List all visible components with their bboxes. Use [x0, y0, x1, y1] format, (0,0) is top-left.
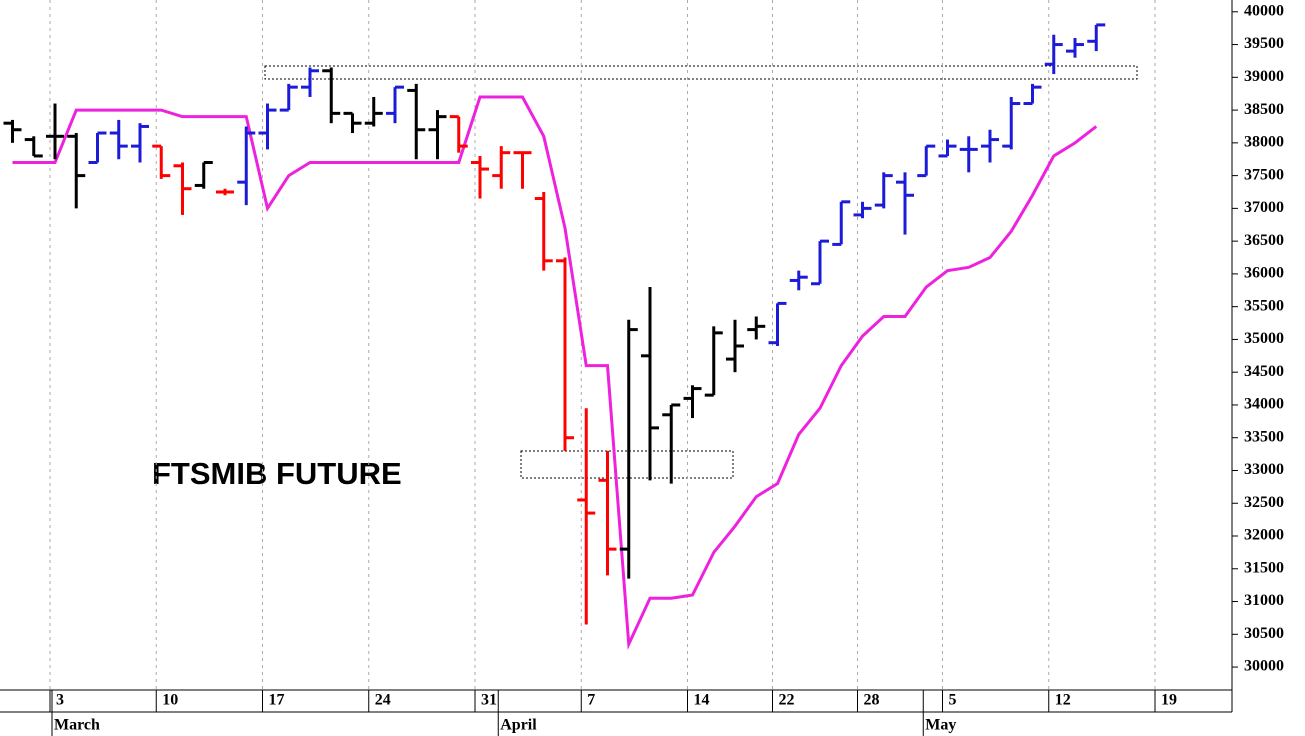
x-tick-label: 3 — [56, 692, 64, 709]
y-tick-label: 34500 — [1244, 363, 1284, 380]
y-tick-label: 30500 — [1244, 625, 1284, 642]
x-tick-label: 31 — [481, 692, 497, 709]
month-label: April — [500, 717, 537, 734]
x-tick-label: 7 — [587, 692, 595, 709]
y-tick-label: 33000 — [1244, 461, 1284, 478]
support-zone — [520, 450, 734, 479]
y-tick-label: 39000 — [1244, 68, 1284, 85]
y-tick-label: 36500 — [1244, 232, 1284, 249]
y-tick-label: 32500 — [1244, 494, 1284, 511]
y-tick-label: 38000 — [1244, 134, 1284, 151]
month-label: March — [54, 717, 100, 734]
resistance-zone — [264, 65, 1138, 80]
y-tick-label: 35000 — [1244, 330, 1284, 347]
x-tick-label: 19 — [1161, 692, 1177, 709]
x-tick-label: 14 — [694, 692, 710, 709]
y-tick-label: 34000 — [1244, 396, 1284, 413]
y-tick-label: 37000 — [1244, 199, 1284, 216]
y-tick-label: 36000 — [1244, 265, 1284, 282]
y-tick-label: 38500 — [1244, 101, 1284, 118]
y-tick-label: 31500 — [1244, 559, 1284, 576]
chart-annotation: FTSMIB FUTURE — [152, 456, 402, 491]
x-tick-label: 10 — [162, 692, 178, 709]
y-tick-label: 32000 — [1244, 527, 1284, 544]
x-tick-label: 22 — [779, 692, 795, 709]
month-label: May — [925, 717, 956, 734]
stop-line — [12, 95, 1098, 650]
y-tick-label: 35500 — [1244, 297, 1284, 314]
y-tick-label: 33500 — [1244, 428, 1284, 445]
x-tick-label: 24 — [375, 692, 391, 709]
y-tick-label: 30000 — [1244, 658, 1284, 675]
y-tick-label: 39500 — [1244, 35, 1284, 52]
x-tick-label: 28 — [864, 692, 880, 709]
y-tick-label: 37500 — [1244, 166, 1284, 183]
y-tick-label: 31000 — [1244, 592, 1284, 609]
x-tick-label: 5 — [949, 692, 957, 709]
x-tick-label: 12 — [1055, 692, 1071, 709]
y-tick-label: 40000 — [1244, 2, 1284, 19]
x-tick-label: 17 — [269, 692, 285, 709]
